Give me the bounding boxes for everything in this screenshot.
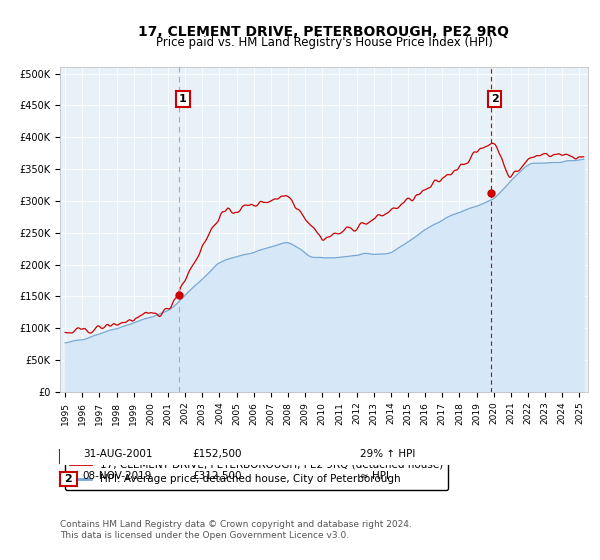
- Text: 31-AUG-2001: 31-AUG-2001: [83, 449, 152, 459]
- Text: £312,500: £312,500: [192, 471, 241, 481]
- Text: 2: 2: [491, 94, 499, 104]
- Text: 29% ↑ HPI: 29% ↑ HPI: [360, 449, 415, 459]
- Text: £152,500: £152,500: [192, 449, 241, 459]
- Text: 08-NOV-2019: 08-NOV-2019: [83, 471, 152, 481]
- Legend: 17, CLEMENT DRIVE, PETERBOROUGH, PE2 9RQ (detached house), HPI: Average price, d: 17, CLEMENT DRIVE, PETERBOROUGH, PE2 9RQ…: [65, 454, 448, 489]
- Text: This data is licensed under the Open Government Licence v3.0.: This data is licensed under the Open Gov…: [60, 531, 349, 540]
- Text: ≈ HPI: ≈ HPI: [360, 471, 389, 481]
- Text: Contains HM Land Registry data © Crown copyright and database right 2024.: Contains HM Land Registry data © Crown c…: [60, 520, 412, 529]
- Text: 1: 1: [179, 94, 187, 104]
- Text: 2: 2: [65, 474, 72, 484]
- Text: 17, CLEMENT DRIVE, PETERBOROUGH, PE2 9RQ: 17, CLEMENT DRIVE, PETERBOROUGH, PE2 9RQ: [139, 25, 509, 39]
- Text: Price paid vs. HM Land Registry's House Price Index (HPI): Price paid vs. HM Land Registry's House …: [155, 36, 493, 49]
- Text: 1: 1: [65, 451, 72, 461]
